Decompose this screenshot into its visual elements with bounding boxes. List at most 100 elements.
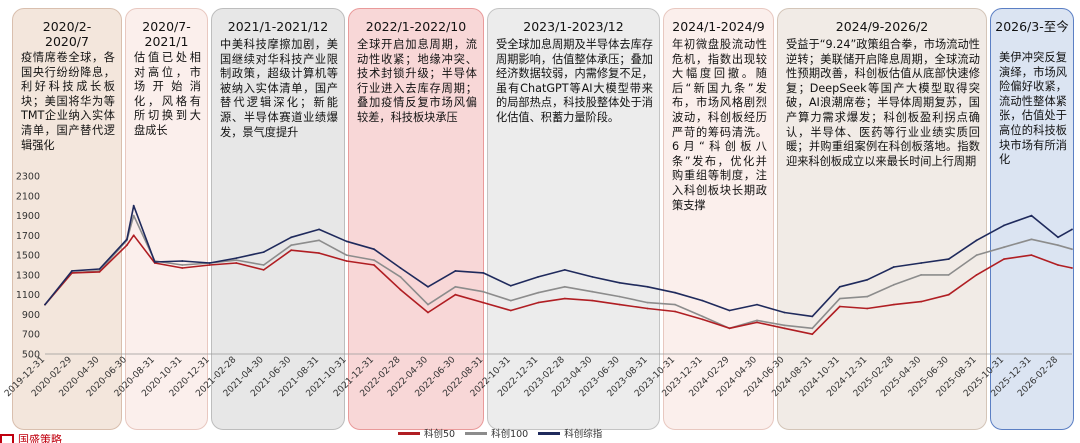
y-tick-label: 900 — [22, 310, 40, 321]
data-point — [1057, 244, 1059, 247]
data-point — [454, 293, 457, 296]
data-point — [892, 303, 895, 306]
data-point — [674, 303, 676, 306]
data-point — [756, 319, 758, 322]
period-description: 估值已处相对高位，市场开始消化，风格有所切换到大盘成长 — [134, 51, 201, 137]
data-point — [318, 239, 320, 242]
data-point — [345, 240, 348, 243]
data-point — [1071, 267, 1073, 269]
period-box: 2020/2- 2020/7 疫情席卷全球，各国央行纷纷降息，利好科技成长板块；美… — [12, 8, 122, 430]
data-point — [181, 264, 184, 266]
period-title: 2026/3-至今 — [995, 19, 1069, 34]
data-point — [1071, 228, 1073, 231]
period-box: 2020/7- 2021/1 估值已处相对高位，市场开始消化，风格有所切换到大盘成… — [125, 8, 208, 430]
period-box: 2024/1-2024/9 年初微盘股流动性危机，指数出现较大幅度回撤。随后“新国… — [663, 8, 774, 430]
data-point — [132, 234, 135, 237]
data-point — [728, 327, 731, 330]
data-point — [44, 303, 46, 306]
data-point — [262, 269, 265, 271]
data-point — [482, 290, 485, 293]
data-point — [975, 274, 978, 276]
data-point — [373, 248, 375, 251]
y-tick-label: 1500 — [16, 251, 40, 262]
data-point — [866, 278, 869, 281]
data-point — [563, 297, 566, 300]
legend-label-kc100: 科创100 — [491, 429, 529, 440]
data-point — [728, 309, 731, 312]
data-point — [783, 324, 786, 327]
data-point — [783, 311, 786, 314]
data-point — [920, 274, 923, 276]
series-line-kc50 — [44, 234, 1073, 336]
period-title: 2021/1-2021/12 — [227, 19, 329, 34]
data-point — [811, 333, 814, 336]
data-point — [591, 290, 594, 293]
series-line-kc100 — [44, 214, 1073, 330]
legend-item-kc50: 科创50 — [398, 426, 455, 440]
data-point — [399, 288, 402, 291]
data-point — [537, 301, 540, 304]
y-tick-label: 1300 — [16, 270, 40, 281]
y-tick-label: 700 — [22, 330, 40, 341]
data-point — [132, 214, 135, 217]
data-point — [1003, 258, 1005, 260]
y-tick-label: 500 — [22, 350, 40, 361]
legend-item-kc100: 科创100 — [465, 426, 528, 440]
series-line-kczz — [44, 204, 1073, 318]
data-point — [318, 228, 320, 231]
data-point — [646, 285, 649, 288]
data-point — [563, 285, 566, 288]
period-description: 年初微盘股流动性危机，指数出现较大幅度回撤。随后“新国九条”发布，市场风格剧烈波… — [672, 38, 767, 212]
data-point — [838, 285, 841, 288]
data-point — [290, 249, 293, 252]
data-point — [98, 271, 101, 273]
data-point — [920, 300, 923, 303]
data-point — [756, 321, 758, 324]
y-tick-label: 2300 — [16, 172, 40, 183]
data-point — [674, 310, 676, 313]
y-tick-label: 1700 — [16, 231, 40, 242]
y-tick-label: 1900 — [16, 211, 40, 222]
data-point — [1003, 246, 1005, 249]
data-point — [537, 276, 540, 278]
chart-legend: 科创50 科创100 科创综指 — [398, 426, 602, 440]
data-point — [701, 318, 704, 321]
data-point — [126, 244, 128, 247]
data-point — [399, 276, 402, 278]
data-point — [427, 311, 429, 314]
legend-item-kczz: 科创综指 — [538, 426, 602, 440]
data-point — [509, 299, 512, 302]
data-point — [482, 301, 485, 304]
data-point — [454, 285, 457, 288]
data-point — [427, 303, 429, 306]
data-point — [975, 254, 978, 256]
data-point — [618, 295, 621, 298]
data-point — [290, 236, 293, 239]
data-point — [262, 251, 265, 254]
data-point — [756, 303, 758, 306]
data-point — [454, 270, 457, 272]
data-point — [892, 283, 895, 286]
period-box: 2022/1-2022/10 全球开启加息周期，流动性收紧；地缘冲突、技术封锁升级… — [348, 8, 484, 430]
data-point — [509, 309, 512, 312]
data-point — [132, 204, 135, 207]
data-point — [618, 303, 621, 306]
data-point — [373, 259, 375, 261]
data-point — [838, 305, 841, 308]
data-point — [235, 257, 238, 259]
data-point — [181, 267, 184, 269]
data-point — [318, 252, 320, 255]
data-point — [674, 291, 676, 294]
data-point — [126, 238, 128, 241]
data-point — [208, 264, 211, 266]
data-point — [345, 254, 348, 256]
data-point — [947, 293, 950, 296]
data-point — [646, 301, 649, 304]
y-tick-label: 1100 — [16, 290, 40, 301]
data-point — [509, 284, 512, 287]
data-point — [235, 262, 238, 264]
data-point — [153, 261, 156, 263]
data-point — [208, 262, 211, 264]
source-label: 国盛策略 — [18, 434, 62, 443]
